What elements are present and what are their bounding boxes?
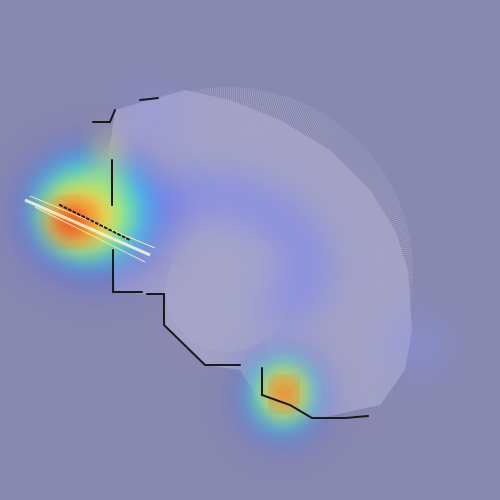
hotspot-bottom bbox=[238, 352, 326, 444]
heatmap-overlay bbox=[15, 95, 446, 444]
hotspot-left bbox=[15, 130, 175, 287]
obstacle-outline bbox=[59, 97, 369, 419]
explored-area bbox=[108, 90, 412, 418]
glow-inner-arc bbox=[125, 95, 446, 371]
